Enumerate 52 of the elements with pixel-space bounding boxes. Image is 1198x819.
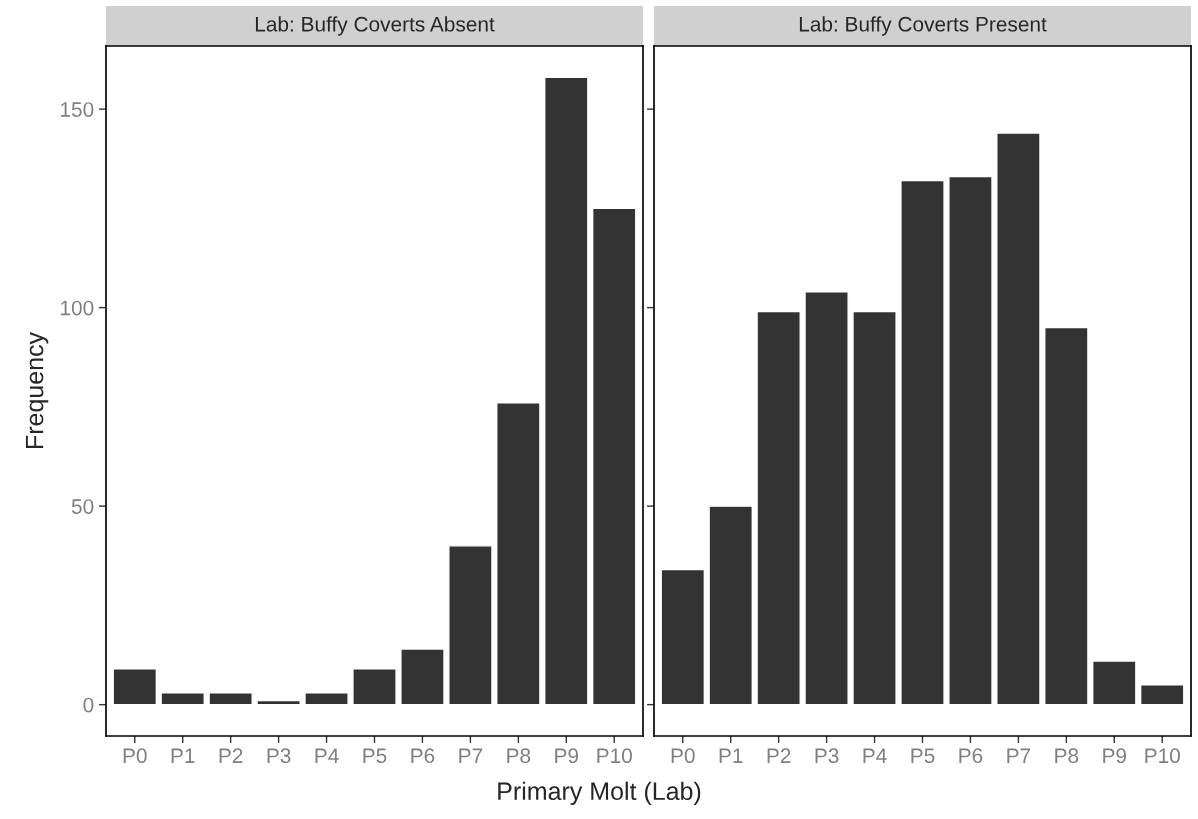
- y-tick-label: 0: [83, 697, 94, 713]
- x-tick-label: P2: [767, 748, 791, 763]
- x-tick-label: P1: [171, 748, 195, 763]
- bar: [544, 76, 589, 706]
- bar: [448, 545, 493, 706]
- bar: [352, 668, 397, 706]
- bar: [112, 668, 158, 706]
- x-tick-label: P6: [959, 748, 983, 764]
- bar: [256, 699, 301, 706]
- bar: [208, 692, 253, 706]
- x-tick-label: P9: [1103, 748, 1127, 764]
- x-tick-label: P0: [671, 748, 695, 764]
- bar: [304, 692, 349, 706]
- x-tick-label: P10: [1145, 748, 1180, 764]
- bar: [708, 505, 753, 706]
- y-tick-label: 50: [71, 499, 94, 514]
- x-tick-label: P1: [719, 748, 743, 763]
- x-tick-label: P6: [411, 748, 435, 764]
- bar: [996, 132, 1041, 706]
- x-axis-title: Primary Molt (Lab): [498, 781, 701, 805]
- x-tick-label: P8: [507, 748, 531, 764]
- bar: [1139, 684, 1185, 706]
- x-tick-label: P4: [315, 748, 339, 763]
- x-tick-label: P3: [267, 748, 291, 764]
- x-tick-label: P9: [555, 748, 579, 764]
- x-tick-label: P5: [911, 748, 935, 764]
- bar: [1044, 326, 1089, 706]
- x-tick-label: P0: [123, 748, 147, 764]
- bar: [900, 179, 945, 706]
- y-tick-label: 150: [61, 102, 94, 117]
- bar: [496, 402, 541, 706]
- bar: [160, 692, 205, 706]
- x-tick-label: P4: [863, 748, 887, 763]
- x-tick-label: P7: [1007, 748, 1031, 763]
- bar: [660, 568, 706, 706]
- chart-title: Lab: Buffy Coverts Absent: [255, 16, 495, 36]
- x-tick-label: P8: [1055, 748, 1079, 764]
- y-axis-title: Frequency: [25, 331, 49, 448]
- x-tick-label: P2: [219, 748, 243, 763]
- x-tick-label: P5: [363, 748, 387, 764]
- y-tick-label: 100: [61, 300, 94, 316]
- x-tick-label: P10: [597, 748, 632, 764]
- bar: [852, 310, 897, 706]
- bar: [400, 648, 445, 706]
- x-tick-label: P3: [815, 748, 839, 764]
- bar: [591, 207, 637, 706]
- x-tick-label: P7: [459, 748, 483, 763]
- bar: [804, 291, 849, 706]
- bar: [948, 175, 993, 706]
- bar: [1092, 660, 1137, 706]
- bar: [756, 310, 801, 706]
- chart-title: Lab: Buffy Coverts Present: [799, 16, 1047, 36]
